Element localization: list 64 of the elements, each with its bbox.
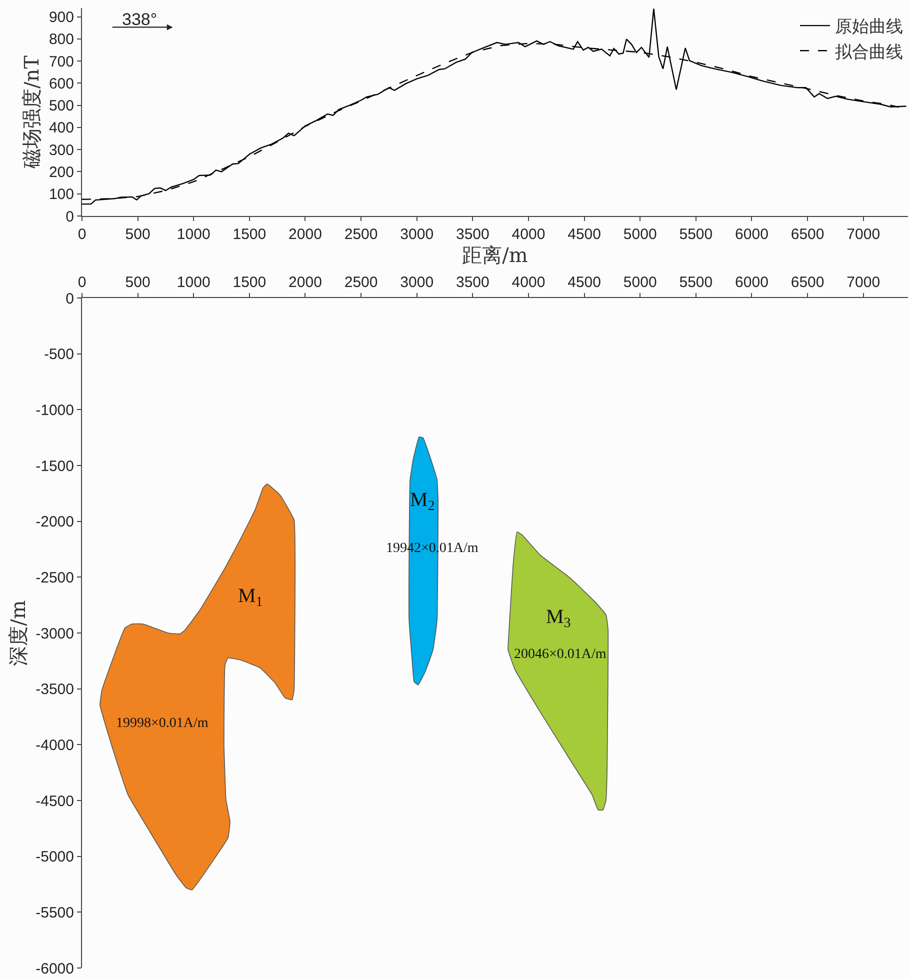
y-tick-label: -4500: [36, 792, 74, 810]
x-tick-label: 4500: [568, 226, 601, 243]
x-tick-label: 1000: [176, 274, 210, 291]
annotation: 20046×0.01A/m: [514, 647, 606, 662]
y-tick-label: 700: [48, 53, 74, 70]
x-tick-label: 4000: [512, 226, 546, 243]
y-axis-title: 磁场强度/nT: [19, 54, 44, 170]
y-tick-label: -1000: [36, 402, 74, 419]
x-tick-label: 5000: [623, 274, 657, 291]
x-tick-label: 2500: [344, 274, 378, 291]
legend-label: 拟合曲线: [835, 42, 903, 62]
x-tick-label: 2500: [344, 226, 378, 243]
x-tick-label: 1000: [176, 226, 210, 243]
y-tick-label: -4000: [36, 736, 74, 754]
y-tick-label: -5500: [36, 904, 74, 922]
y-tick-label: -2500: [36, 569, 74, 586]
y-tick-label: -6000: [36, 960, 74, 978]
y-tick-label: -3500: [36, 681, 74, 698]
x-tick-label: 5000: [623, 226, 657, 243]
x-tick-label: 3000: [400, 274, 434, 291]
x-tick-label: 5500: [679, 226, 713, 243]
annotation: 19998×0.01A/m: [116, 716, 208, 731]
annotation: M$_{1}$: [238, 585, 263, 610]
annotation: M$_{3}$: [546, 606, 571, 632]
x-tick-label: 6500: [790, 226, 824, 243]
x-tick-label: 3500: [456, 226, 490, 243]
annotation: 338°: [122, 10, 158, 29]
y-tick-label: 300: [48, 142, 74, 159]
x-tick-label: 6500: [790, 274, 824, 291]
x-axis-title: 距离/m: [462, 243, 528, 267]
x-tick-label: 0: [78, 274, 86, 291]
y-tick-label: 500: [48, 98, 74, 115]
y-axis-title: 深度/m: [6, 600, 30, 666]
x-tick-label: 5500: [679, 274, 713, 291]
legend-label: 原始曲线: [835, 17, 903, 38]
x-tick-label: 4000: [512, 274, 546, 291]
annotation: M$_{2}$: [410, 489, 435, 514]
x-tick-label: 1500: [232, 226, 266, 243]
y-tick-label: 400: [48, 120, 74, 137]
y-tick-label: 800: [48, 31, 74, 48]
x-tick-label: 7000: [846, 226, 880, 243]
y-tick-label: 200: [48, 164, 74, 181]
y-tick-label: 0: [66, 208, 74, 226]
x-tick-label: 3500: [456, 274, 490, 291]
y-tick-label: -1500: [36, 458, 74, 475]
y-tick-label: 100: [48, 186, 74, 204]
x-tick-label: 0: [78, 226, 86, 243]
x-tick-label: 500: [125, 274, 150, 291]
x-tick-label: 6000: [735, 226, 768, 243]
x-tick-label: 4500: [568, 274, 601, 291]
y-tick-label: -500: [44, 346, 74, 364]
x-tick-label: 7000: [846, 274, 880, 291]
y-tick-label: -3000: [36, 625, 74, 642]
x-tick-label: 2000: [288, 226, 322, 243]
x-tick-label: 6000: [735, 274, 768, 291]
y-tick-label: 0: [66, 290, 74, 308]
x-tick-label: 2000: [288, 274, 322, 291]
y-tick-label: 600: [48, 75, 74, 92]
y-tick-label: -2000: [36, 514, 74, 531]
y-tick-label: 900: [48, 9, 74, 26]
y-tick-label: -5000: [36, 848, 74, 866]
x-tick-label: 500: [125, 226, 150, 243]
x-tick-label: 3000: [400, 226, 434, 243]
x-tick-label: 1500: [232, 274, 266, 291]
